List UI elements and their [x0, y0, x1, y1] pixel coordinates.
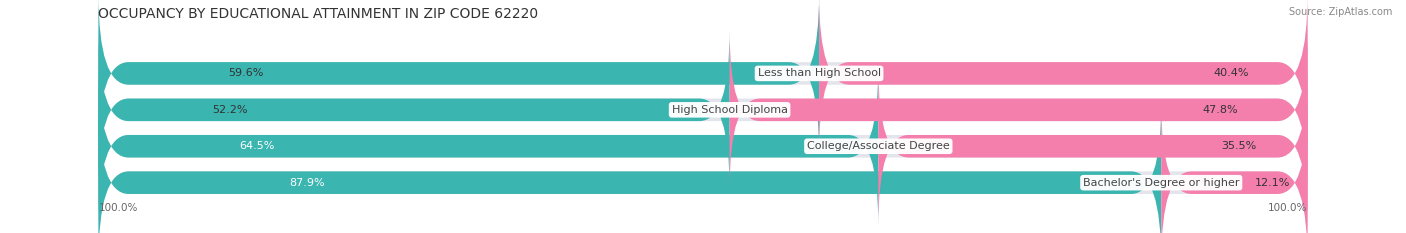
- Text: 40.4%: 40.4%: [1213, 69, 1249, 79]
- Text: 59.6%: 59.6%: [228, 69, 263, 79]
- FancyBboxPatch shape: [98, 103, 1308, 233]
- Text: Bachelor's Degree or higher: Bachelor's Degree or higher: [1083, 178, 1240, 188]
- FancyBboxPatch shape: [98, 30, 1308, 190]
- FancyBboxPatch shape: [98, 103, 1161, 233]
- Text: Source: ZipAtlas.com: Source: ZipAtlas.com: [1288, 7, 1392, 17]
- Text: 12.1%: 12.1%: [1254, 178, 1291, 188]
- FancyBboxPatch shape: [730, 30, 1308, 190]
- FancyBboxPatch shape: [98, 0, 1308, 153]
- Text: High School Diploma: High School Diploma: [672, 105, 787, 115]
- Text: 100.0%: 100.0%: [1268, 203, 1308, 213]
- Text: 52.2%: 52.2%: [212, 105, 247, 115]
- Text: OCCUPANCY BY EDUCATIONAL ATTAINMENT IN ZIP CODE 62220: OCCUPANCY BY EDUCATIONAL ATTAINMENT IN Z…: [98, 7, 538, 21]
- FancyBboxPatch shape: [98, 0, 820, 153]
- FancyBboxPatch shape: [879, 66, 1308, 226]
- Text: 47.8%: 47.8%: [1202, 105, 1239, 115]
- Text: 87.9%: 87.9%: [290, 178, 325, 188]
- FancyBboxPatch shape: [98, 66, 879, 226]
- FancyBboxPatch shape: [98, 30, 730, 190]
- FancyBboxPatch shape: [1161, 103, 1308, 233]
- Text: 100.0%: 100.0%: [98, 203, 138, 213]
- FancyBboxPatch shape: [98, 66, 1308, 226]
- Text: 64.5%: 64.5%: [239, 141, 274, 151]
- Text: College/Associate Degree: College/Associate Degree: [807, 141, 949, 151]
- FancyBboxPatch shape: [820, 0, 1308, 153]
- Text: Less than High School: Less than High School: [758, 69, 880, 79]
- Text: 35.5%: 35.5%: [1220, 141, 1256, 151]
